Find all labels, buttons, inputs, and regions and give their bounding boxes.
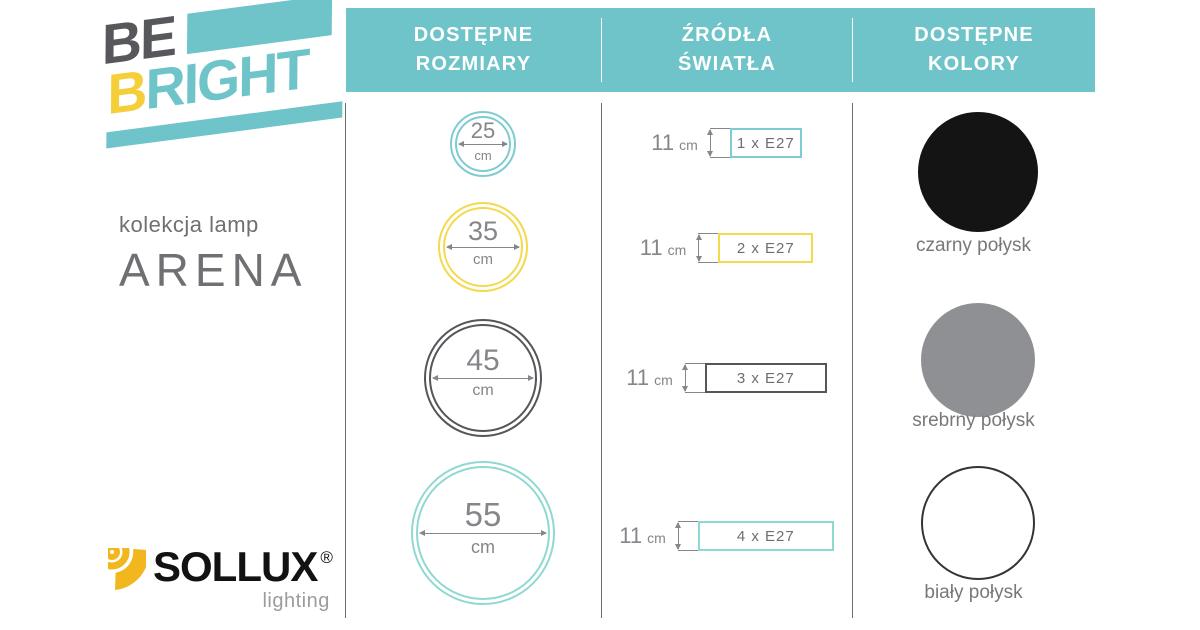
size-circle-inner-ring: 45 cm: [429, 324, 537, 432]
header-colors-line2: KOLORY: [927, 53, 1020, 75]
vertical-arrow: [682, 364, 689, 392]
color-swatch-white: [921, 466, 1035, 580]
height-measure: [707, 128, 730, 158]
header-separator: [852, 18, 853, 82]
logo-text-b: B: [107, 57, 146, 127]
column-divider: [601, 103, 602, 618]
height-unit: cm: [679, 137, 698, 153]
height-label: 11 cm: [640, 237, 687, 259]
diameter-arrow: [458, 141, 508, 147]
bulb-count-box: 3 x E27: [704, 363, 827, 393]
header-sources: ŹRÓDŁA ŚWIATŁA: [602, 8, 852, 92]
height-value: 11: [619, 523, 643, 548]
size-unit: cm: [472, 382, 494, 399]
source-row-3xe27: 11 cm 3 x E27: [601, 363, 852, 393]
height-label: 11 cm: [626, 367, 673, 389]
header-sizes-line2: ROZMIARY: [415, 53, 532, 75]
size-circle-inner-ring: 25 cm: [455, 116, 511, 172]
column-divider: [852, 103, 853, 618]
vertical-arrow: [695, 234, 702, 262]
height-measure: [682, 363, 705, 393]
size-unit: cm: [474, 148, 492, 163]
header-separator: [601, 18, 602, 82]
size-value: 55: [464, 496, 502, 533]
bulb-count-box: 2 x E27: [718, 233, 814, 263]
size-circle-35cm: 35 cm: [438, 202, 528, 292]
height-label: 11 cm: [651, 132, 698, 154]
column-divider: [345, 103, 346, 618]
sollux-subtitle: lighting: [262, 590, 330, 612]
registered-mark: ®: [320, 548, 333, 567]
column-light-sources: 11 cm 1 x E27 11 cm 2 x E27 11 cm 3 x E2…: [601, 92, 852, 630]
height-measure: [675, 521, 698, 551]
be-bright-logo: BE BRIGHT: [84, 0, 356, 156]
size-value: 25: [470, 118, 496, 143]
column-colors: czarny połysk srebrny połysk biały połys…: [852, 92, 1095, 630]
header-sources-line2: ŚWIATŁA: [677, 53, 776, 75]
size-circle-55cm: 55 cm: [411, 461, 555, 605]
size-unit: cm: [471, 537, 495, 557]
header-sources-line1: ŹRÓDŁA: [681, 24, 773, 46]
size-circle-45cm: 45 cm: [424, 319, 542, 437]
column-sizes: 25 cm 35 cm 45 cm 55 cm: [346, 92, 601, 630]
color-swatch-black: [918, 112, 1038, 232]
height-value: 11: [639, 235, 663, 260]
bulb-count-box: 4 x E27: [697, 521, 834, 551]
color-label-silver: srebrny połysk: [912, 410, 1035, 431]
color-label-black: czarny połysk: [915, 235, 1032, 256]
bulb-count-label: 4 x E27: [736, 527, 795, 545]
diameter-arrow: [446, 244, 520, 250]
height-unit: cm: [654, 372, 673, 388]
collection-label: kolekcja lamp: [119, 212, 259, 237]
height-measure: [695, 233, 719, 263]
source-row-2xe27: 11 cm 2 x E27: [601, 233, 852, 263]
color-label-white: biały połysk: [924, 582, 1023, 603]
size-circle-inner-ring: 35 cm: [443, 207, 523, 287]
vertical-arrow: [675, 522, 682, 550]
size-circle-inner-ring: 55 cm: [416, 466, 550, 600]
size-circle-25cm: 25 cm: [450, 111, 516, 177]
bulb-count-label: 1 x E27: [736, 134, 795, 152]
vertical-arrow: [707, 129, 714, 157]
diameter-arrow: [419, 530, 547, 536]
header-colors: DOSTĘPNE KOLORY: [853, 8, 1095, 92]
collection-name: ARENA: [119, 244, 308, 296]
bulb-count-label: 3 x E27: [736, 369, 795, 387]
header-colors-line1: DOSTĘPNE: [914, 24, 1034, 46]
height-value: 11: [626, 365, 650, 390]
size-unit: cm: [473, 251, 493, 268]
collection-block: kolekcja lamp ARENA: [119, 212, 307, 297]
source-row-4xe27: 11 cm 4 x E27: [601, 521, 852, 551]
sollux-wordmark: SOLLUX: [153, 543, 318, 590]
sollux-name: SOLLUX ®: [153, 543, 333, 590]
size-value: 45: [466, 344, 500, 377]
header-sizes-line1: DOSTĘPNE: [413, 24, 534, 46]
height-unit: cm: [647, 530, 666, 546]
table-header: DOSTĘPNE ROZMIARY ŹRÓDŁA ŚWIATŁA DOSTĘPN…: [346, 8, 1095, 92]
height-label: 11 cm: [619, 525, 666, 547]
header-sizes: DOSTĘPNE ROZMIARY: [346, 8, 601, 92]
sollux-light-rays-icon: [108, 548, 146, 590]
sollux-logo: SOLLUX ® lighting: [108, 543, 333, 613]
bulb-count-label: 2 x E27: [736, 239, 795, 257]
bulb-count-box: 1 x E27: [729, 128, 802, 158]
sollux-text-block: SOLLUX ® lighting: [153, 543, 333, 613]
diameter-arrow: [432, 375, 534, 381]
source-row-1xe27: 11 cm 1 x E27: [601, 128, 852, 158]
height-value: 11: [651, 130, 675, 155]
size-value: 35: [467, 216, 499, 246]
color-swatch-silver: [921, 303, 1035, 417]
height-unit: cm: [667, 242, 687, 258]
